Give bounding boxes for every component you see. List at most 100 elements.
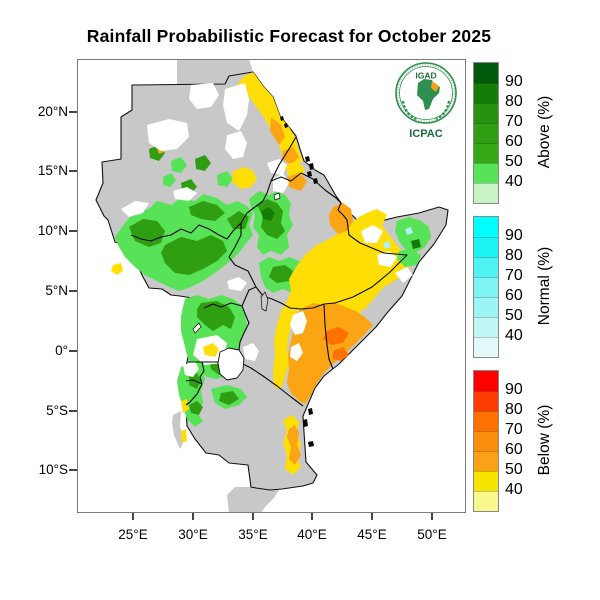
white-belt-gap-2 [173, 187, 197, 201]
border-djibouti [337, 202, 348, 221]
colorbar-segment [474, 317, 498, 337]
orange-east-kenya-somalia [287, 303, 373, 404]
colorbar-title-below: Below (%) [536, 404, 553, 476]
white-rwanda [183, 361, 199, 377]
lake-turkana [260, 291, 269, 312]
border-southsudan-kenya [241, 286, 257, 307]
colorbar-segment [474, 471, 498, 491]
white-somalia-band [361, 225, 383, 243]
colorbar-tick-label: 90 [505, 227, 523, 244]
colorbar-segment [474, 63, 498, 83]
yellow-uganda-spot [203, 343, 219, 357]
colorbar-segment [474, 277, 498, 297]
lat-tick-mark [69, 410, 77, 412]
colorbar-tick-label: 50 [505, 153, 523, 170]
colorbar-tick-label: 60 [505, 287, 523, 304]
colorbar-segment [474, 163, 498, 183]
logo-laurel-right [435, 100, 451, 121]
lon-tick-mark [371, 513, 373, 520]
lat-tick-mark [69, 230, 77, 232]
colorbar-segment [474, 143, 498, 163]
lat-tick-label: 5°S [46, 403, 68, 418]
yellow-tanganyika-1 [181, 399, 189, 413]
colorbar-segment [474, 123, 498, 143]
border-rwanda-east [199, 361, 205, 385]
green-south-ethiopia-core [269, 265, 293, 283]
colorbar-tick-label: 40 [505, 327, 523, 344]
green-horn [395, 217, 431, 253]
orange-red-sea-1 [270, 117, 285, 145]
orange-tanzania-coast [287, 425, 301, 465]
lon-tick-mark [431, 513, 433, 520]
green-core-east [227, 211, 249, 229]
yellow-red-sea-band [237, 72, 303, 167]
green-sudan-patch-3 [195, 155, 211, 171]
yellow-central-sudan [232, 167, 257, 189]
white-ethiopia-west [273, 173, 289, 193]
white-sudan-1 [147, 119, 189, 151]
lat-tick-label: 15°N [37, 163, 68, 178]
border-ethiopia-somalia [323, 219, 408, 305]
lon-tick-mark [252, 513, 254, 520]
green-west-ethiopia-dark [261, 207, 275, 221]
border-sudan-southsudan [130, 222, 242, 242]
green-somalia-coast [397, 249, 421, 267]
border-kenya-tanzania [238, 361, 304, 407]
lake-victoria [217, 347, 245, 381]
lon-tick-mark [132, 513, 134, 520]
colorbar-tick-label: 80 [505, 401, 523, 418]
lat-tick-mark [69, 350, 77, 352]
lake-albert [192, 322, 202, 334]
plot-frame [77, 59, 466, 513]
white-somalia-2 [377, 251, 397, 267]
border-sudan-eritrea [270, 136, 297, 182]
logo-inner-ring [399, 66, 453, 120]
mafia-island [308, 441, 314, 447]
chart-title: Rainfall Probabilistic Forecast for Octo… [86, 26, 492, 46]
lon-tick-label: 25°E [118, 527, 148, 542]
colorbar-tick-label: 50 [505, 307, 523, 324]
lon-tick-label: 30°E [178, 527, 208, 542]
border-ethiopia-kenya [262, 295, 325, 310]
colorbar-below [473, 370, 499, 512]
cyan-spot-1 [383, 241, 391, 249]
lat-tick-mark [69, 111, 77, 113]
border-sudan-ethiopia [240, 180, 272, 224]
colorbar-segment [474, 83, 498, 103]
deep-orange-spot-2 [333, 347, 349, 361]
lat-tick-label: 0° [55, 343, 68, 358]
colorbar-segment [474, 297, 498, 317]
colorbar-segment [474, 257, 498, 277]
border-rwanda-burundi [185, 379, 203, 385]
lon-tick-label: 35°E [238, 527, 268, 542]
colorbar-segment [474, 217, 498, 237]
orange-eritrea [287, 173, 307, 191]
colorbar-segment [474, 337, 498, 357]
white-south-sudan-gap [227, 277, 247, 291]
coast-islet-1 [280, 116, 284, 121]
lat-tick-label: 20°N [37, 104, 68, 119]
zanzibar-island [303, 419, 308, 427]
green-sudan-patch-4 [217, 171, 233, 187]
colorbar-title-above: Above (%) [536, 95, 553, 169]
lon-tick-mark [192, 513, 194, 520]
white-kenya-1 [290, 311, 307, 335]
lake-tana [273, 192, 281, 201]
colorbar-segment [474, 451, 498, 471]
border-kenya-somalia [323, 303, 334, 370]
white-belt-gap-1 [121, 201, 149, 217]
green-horn-dark [411, 239, 421, 249]
lat-tick-mark [69, 170, 77, 172]
green-sudan-patch-6 [163, 173, 176, 187]
border-southsudan-uganda [203, 302, 243, 309]
cyan-spot-2 [405, 227, 413, 235]
logo-icpac-text: ICPAC [409, 128, 442, 140]
green-core-west [129, 219, 165, 247]
border-burundi-tanzania [185, 383, 203, 406]
lon-tick-label: 40°E [297, 527, 327, 542]
border-ilemi-east [255, 286, 264, 297]
orange-red-sea-2 [282, 147, 299, 165]
colorbar-segment [474, 491, 498, 511]
green-uganda-core [197, 301, 235, 331]
